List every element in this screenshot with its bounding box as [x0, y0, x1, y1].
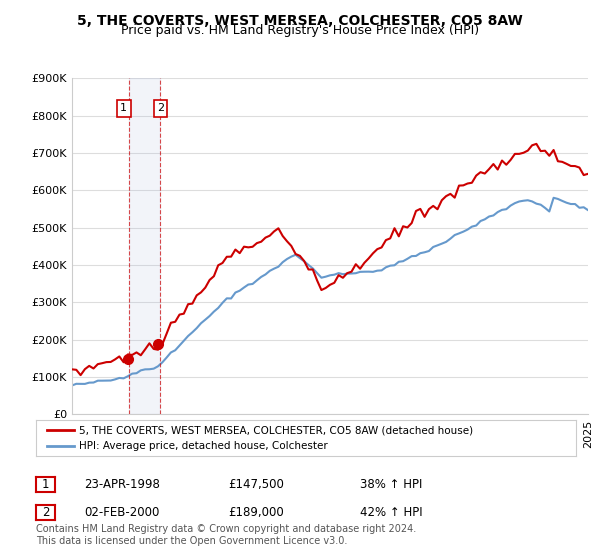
Text: 23-APR-1998: 23-APR-1998 — [84, 478, 160, 491]
Text: 2: 2 — [157, 103, 164, 113]
Text: 5, THE COVERTS, WEST MERSEA, COLCHESTER, CO5 8AW: 5, THE COVERTS, WEST MERSEA, COLCHESTER,… — [77, 14, 523, 28]
Text: Price paid vs. HM Land Registry's House Price Index (HPI): Price paid vs. HM Land Registry's House … — [121, 24, 479, 36]
Text: £147,500: £147,500 — [228, 478, 284, 491]
Text: 1: 1 — [42, 478, 49, 491]
Text: 1: 1 — [120, 103, 127, 113]
Text: 38% ↑ HPI: 38% ↑ HPI — [360, 478, 422, 491]
Text: £189,000: £189,000 — [228, 506, 284, 519]
Text: 02-FEB-2000: 02-FEB-2000 — [84, 506, 160, 519]
Text: 2: 2 — [42, 506, 49, 519]
Text: 5, THE COVERTS, WEST MERSEA, COLCHESTER, CO5 8AW (detached house): 5, THE COVERTS, WEST MERSEA, COLCHESTER,… — [79, 425, 473, 435]
Text: HPI: Average price, detached house, Colchester: HPI: Average price, detached house, Colc… — [79, 441, 328, 451]
Text: Contains HM Land Registry data © Crown copyright and database right 2024.
This d: Contains HM Land Registry data © Crown c… — [36, 524, 416, 546]
Text: 42% ↑ HPI: 42% ↑ HPI — [360, 506, 422, 519]
Bar — [129, 78, 160, 414]
